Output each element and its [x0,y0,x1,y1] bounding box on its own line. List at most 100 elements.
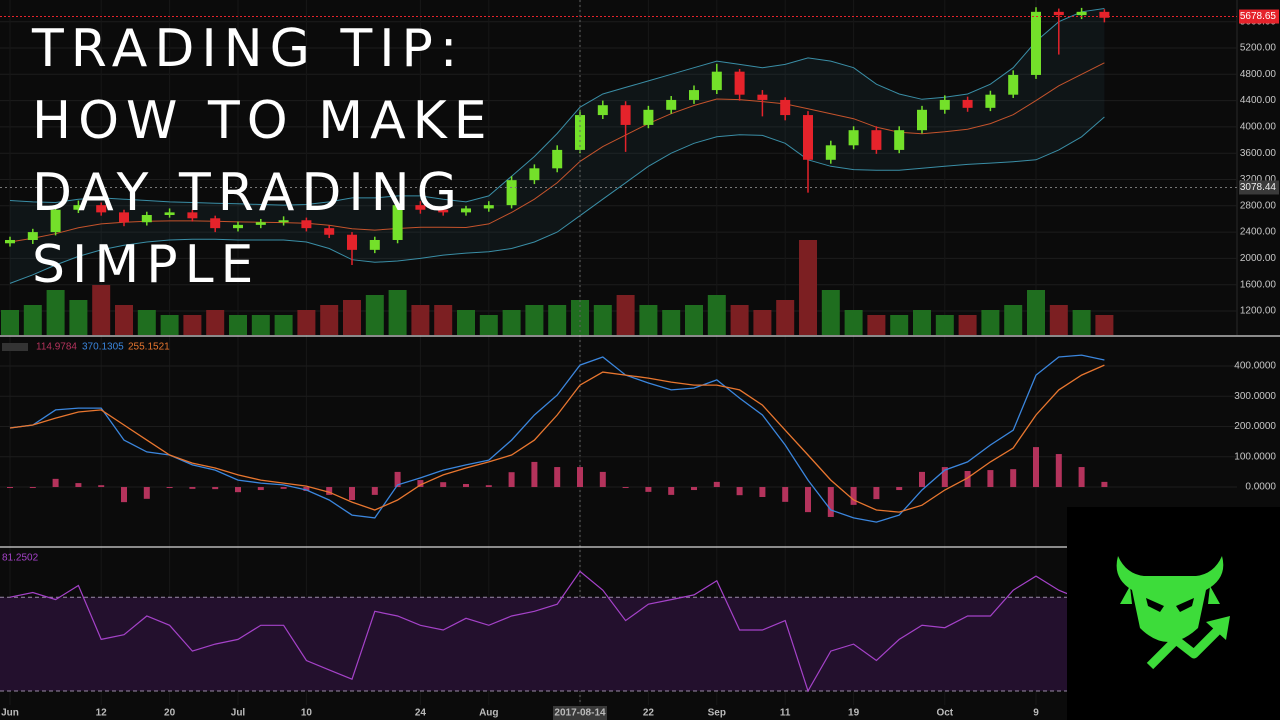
candle-body [278,220,289,223]
volume-bar [890,315,909,335]
macd-line [9,364,1105,513]
y-tick-label: 300.0000 [1234,391,1276,402]
candle-body [575,115,585,150]
volume-bar [23,305,42,335]
y-tick-label: 5200.00 [1240,43,1277,54]
histogram-bar [1101,481,1108,488]
histogram-bar [554,467,561,488]
volume-bar [1004,305,1023,335]
band-upper [9,8,1105,206]
candle-body [917,109,927,131]
histogram-bar [782,487,789,502]
histogram-bar [805,487,811,513]
volume-bar [160,315,179,335]
candle-body [803,115,813,160]
volume-bar [593,305,612,335]
rsi-line [9,570,1105,693]
volume-bar [616,295,635,335]
candle-body [5,239,15,244]
logo-eyes [1146,598,1194,612]
histogram-bar [189,487,196,489]
histogram-bar [257,487,264,491]
volume-bar [479,315,498,335]
volume-bar [1095,315,1114,335]
volume-bar [958,315,977,335]
y-tick-label: 200.0000 [1234,421,1276,432]
histogram-bar [349,487,355,501]
volume-bar [707,295,726,335]
last-price-box [1239,9,1279,24]
x-tick-label: 2017-08-14 [554,708,606,719]
volume-bar [753,310,772,335]
x-tick-label: 19 [848,708,860,719]
histogram-bar [736,487,743,496]
candle-body [1076,11,1087,16]
candle-body [825,145,836,160]
candle-body [141,215,152,223]
legend-value: 370.1305 [82,342,124,353]
histogram-bar [1010,469,1017,488]
candle-body [666,99,677,110]
panel-icons [2,343,28,351]
candle-body [119,212,129,223]
volume-bar [365,295,384,335]
x-tick-label: Jul [231,708,246,719]
crosshair-price-box [1239,180,1279,195]
histogram-bar [964,470,971,488]
histogram-bar [577,467,583,488]
band-lower [9,116,1105,284]
candle-body [27,232,38,240]
title-line: TRADING TIP: [31,19,464,79]
volume-bar [183,315,202,335]
histogram-bar [463,483,469,488]
logo-arrow [1146,624,1224,670]
histogram-bar [371,487,378,495]
volume-bar [1049,305,1068,335]
candle-body [301,220,312,229]
histogram-bar [896,487,903,491]
candle-body [438,209,449,213]
x-tick-label: Sep [708,708,726,719]
volume-bar [776,300,795,335]
volume-bar [46,290,65,335]
histogram-bar [485,485,492,488]
candle-body [848,130,859,146]
volume-bar [1072,310,1091,335]
rsi-band [0,597,1237,691]
logo-head [1116,556,1224,642]
volume-bar [685,305,703,335]
volume-bar [229,315,247,335]
candle-body [985,94,996,108]
volume-bar [69,300,88,335]
x-tick-label: Oct [936,708,953,719]
y-tick-label: 0.0000 [1245,482,1276,493]
candle-body [255,222,266,225]
volume-bar [844,310,863,335]
volume-bar [92,285,111,335]
candle-body [620,105,631,125]
title-line: HOW TO MAKE [32,91,494,151]
logo [1067,507,1280,720]
histogram-bar [7,487,13,489]
histogram-bar [1078,467,1085,488]
macd-line [9,354,1105,523]
y-tick-label: 4400.00 [1240,95,1277,106]
volume-bar [662,310,681,335]
candle-body [962,99,973,108]
x-tick-label: 11 [780,708,791,719]
histogram-bar [166,487,173,489]
x-tick-label: 24 [415,708,427,719]
histogram-bar [29,487,36,489]
histogram-bar [440,482,447,488]
title-line: SIMPLE [32,235,260,295]
histogram-bar [645,487,652,492]
candle-body [461,208,471,213]
volume-bar [115,305,133,335]
candle-body [529,168,540,181]
candle-body [1099,11,1110,18]
histogram-bar [121,487,127,503]
volume-bar [799,240,817,335]
candle-body [1053,11,1064,16]
histogram-bar [713,481,720,488]
candle-body [1008,74,1019,95]
